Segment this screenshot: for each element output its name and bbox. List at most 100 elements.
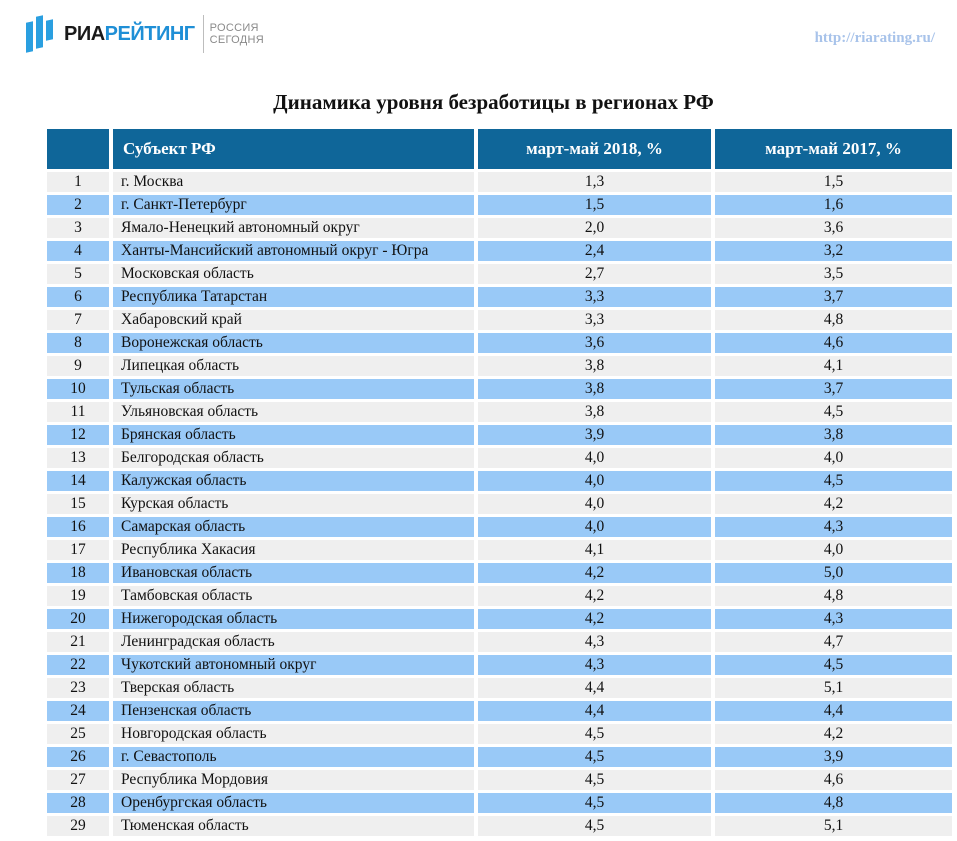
rank-cell: 16 [47,517,109,537]
value-2018-cell: 4,0 [478,471,711,491]
value-2017-cell: 4,3 [715,609,952,629]
region-cell: Курская область [113,494,474,514]
region-cell: Ивановская область [113,563,474,583]
value-2017-cell: 3,9 [715,747,952,767]
rank-cell: 20 [47,609,109,629]
region-cell: Республика Татарстан [113,287,474,307]
rank-cell: 14 [47,471,109,491]
table-body: 1 г. Москва 1,3 1,5 2 г. Санкт-Петербург 1,5 1,… [47,172,952,836]
value-2017-cell: 3,7 [715,379,952,399]
region-cell: Воронежская область [113,333,474,353]
region-cell: Тюменская область [113,816,474,836]
value-2017-cell: 3,6 [715,218,952,238]
value-2017-cell: 4,6 [715,770,952,790]
table-row: 26 г. Севастополь 4,5 3,9 [47,747,952,767]
region-cell: Республика Мордовия [113,770,474,790]
table-row: 1 г. Москва 1,3 1,5 [47,172,952,192]
rank-cell: 9 [47,356,109,376]
rank-cell: 18 [47,563,109,583]
value-2018-cell: 3,9 [478,425,711,445]
table-row: 8 Воронежская область 3,6 4,6 [47,333,952,353]
value-2018-cell: 4,5 [478,793,711,813]
value-2017-cell: 1,5 [715,172,952,192]
value-2018-cell: 3,8 [478,402,711,422]
region-cell: Липецкая область [113,356,474,376]
rank-cell: 22 [47,655,109,675]
value-2018-cell: 4,3 [478,655,711,675]
value-2018-cell: 3,8 [478,379,711,399]
logo-wordmark: РИАРЕЙТИНГ [64,22,195,45]
site-url-link[interactable]: http://riarating.ru/ [814,30,935,46]
region-cell: Ханты-Мансийский автономный округ - Югра [113,241,474,261]
rank-cell: 28 [47,793,109,813]
value-2017-cell: 5,0 [715,563,952,583]
rank-cell: 25 [47,724,109,744]
table-row: 12 Брянская область 3,9 3,8 [47,425,952,445]
region-cell: Пензенская область [113,701,474,721]
region-cell: Самарская область [113,517,474,537]
rank-cell: 15 [47,494,109,514]
table-row: 27 Республика Мордовия 4,5 4,6 [47,770,952,790]
value-2018-cell: 4,5 [478,724,711,744]
region-cell: Ленинградская область [113,632,474,652]
table-row: 23 Тверская область 4,4 5,1 [47,678,952,698]
value-2017-cell: 4,8 [715,586,952,606]
rank-cell: 2 [47,195,109,215]
rank-cell: 3 [47,218,109,238]
column-header-rank [47,129,109,169]
value-2018-cell: 4,2 [478,586,711,606]
table-header-row: Субъект РФ март-май 2018, % март-май 201… [47,129,952,169]
value-2018-cell: 2,4 [478,241,711,261]
region-cell: Республика Хакасия [113,540,474,560]
table-row: 16 Самарская область 4,0 4,3 [47,517,952,537]
value-2018-cell: 4,1 [478,540,711,560]
page-title: Динамика уровня безработицы в регионах Р… [273,90,714,114]
logo-subtitle: РОССИЯ СЕГОДНЯ [209,22,264,46]
region-cell: Калужская область [113,471,474,491]
value-2018-cell: 4,4 [478,701,711,721]
rank-cell: 1 [47,172,109,192]
value-2017-cell: 3,2 [715,241,952,261]
rank-cell: 19 [47,586,109,606]
table-row: 28 Оренбургская область 4,5 4,8 [47,793,952,813]
region-cell: г. Севастополь [113,747,474,767]
table-row: 4 Ханты-Мансийский автономный округ - Югр… [47,241,952,261]
value-2018-cell: 4,0 [478,494,711,514]
value-2018-cell: 4,5 [478,770,711,790]
table-row: 14 Калужская область 4,0 4,5 [47,471,952,491]
value-2018-cell: 4,2 [478,563,711,583]
value-2017-cell: 5,1 [715,678,952,698]
region-cell: Ульяновская область [113,402,474,422]
value-2017-cell: 4,0 [715,448,952,468]
rank-cell: 26 [47,747,109,767]
value-2017-cell: 4,0 [715,540,952,560]
value-2018-cell: 3,8 [478,356,711,376]
table-row: 21 Ленинградская область 4,3 4,7 [47,632,952,652]
value-2017-cell: 4,5 [715,402,952,422]
rank-cell: 4 [47,241,109,261]
value-2018-cell: 3,3 [478,287,711,307]
value-2017-cell: 4,6 [715,333,952,353]
rank-cell: 23 [47,678,109,698]
region-cell: г. Санкт-Петербург [113,195,474,215]
table-row: 19 Тамбовская область 4,2 4,8 [47,586,952,606]
value-2017-cell: 4,2 [715,724,952,744]
table-row: 11 Ульяновская область 3,8 4,5 [47,402,952,422]
value-2018-cell: 4,0 [478,517,711,537]
column-header-2017: март-май 2017, % [715,129,952,169]
table-row: 9 Липецкая область 3,8 4,1 [47,356,952,376]
region-cell: г. Москва [113,172,474,192]
region-cell: Новгородская область [113,724,474,744]
table-row: 17 Республика Хакасия 4,1 4,0 [47,540,952,560]
rank-cell: 17 [47,540,109,560]
region-cell: Нижегородская область [113,609,474,629]
table-row: 24 Пензенская область 4,4 4,4 [47,701,952,721]
value-2017-cell: 4,8 [715,310,952,330]
rank-cell: 13 [47,448,109,468]
region-cell: Тульская область [113,379,474,399]
value-2017-cell: 4,2 [715,494,952,514]
rank-cell: 29 [47,816,109,836]
table-row: 7 Хабаровский край 3,3 4,8 [47,310,952,330]
value-2017-cell: 4,5 [715,471,952,491]
value-2018-cell: 4,4 [478,678,711,698]
